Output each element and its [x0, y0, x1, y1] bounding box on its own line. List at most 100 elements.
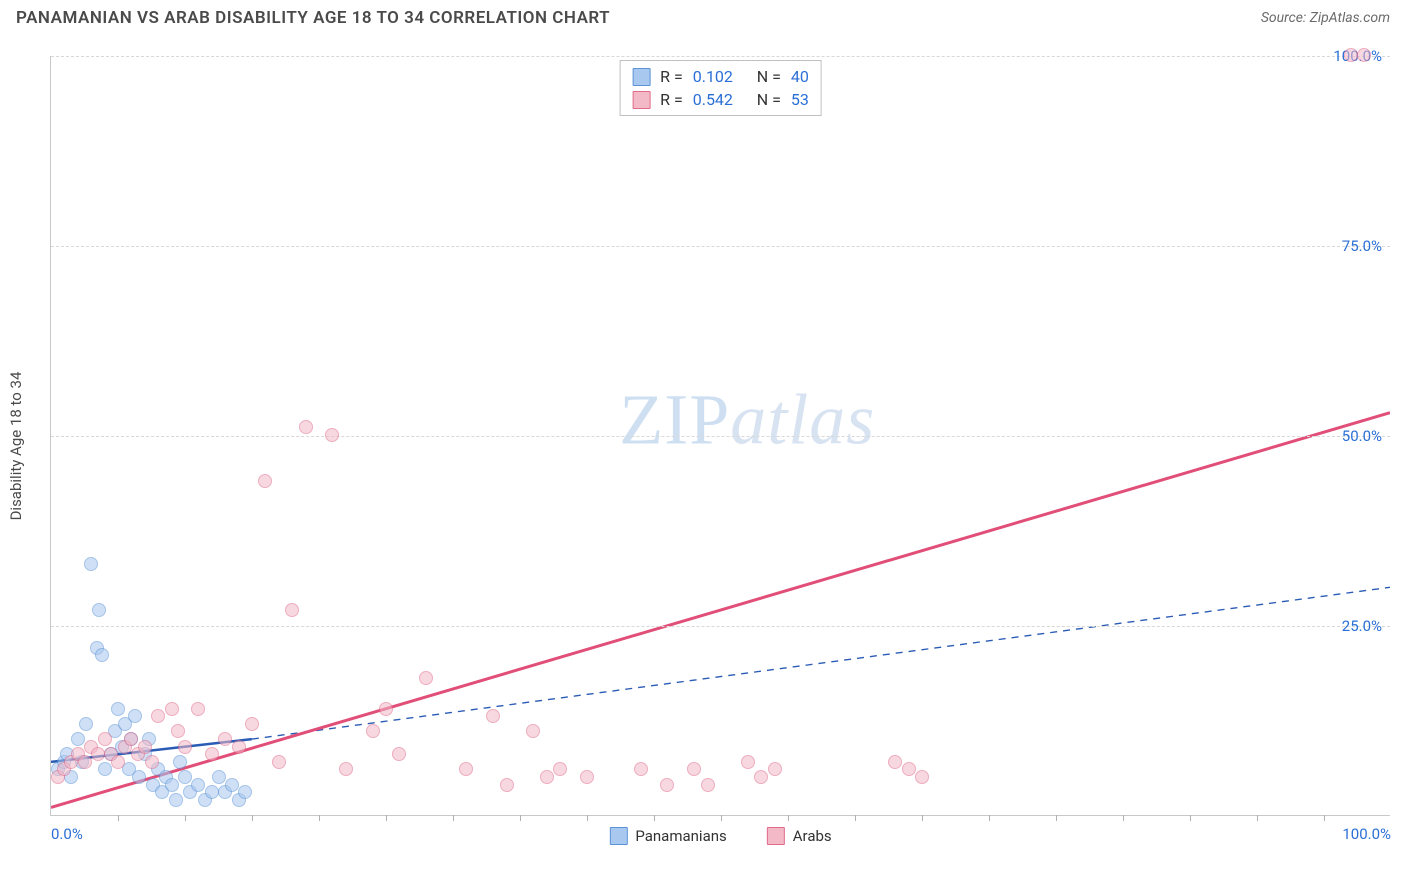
data-point-arabs: [205, 747, 219, 761]
data-point-arabs: [379, 702, 393, 716]
x-tick: [319, 815, 320, 821]
data-point-arabs: [165, 702, 179, 716]
stat-n-value: 53: [791, 90, 809, 109]
data-point-panamanians: [128, 709, 142, 723]
data-point-arabs: [191, 702, 205, 716]
data-point-arabs: [178, 740, 192, 754]
data-point-arabs: [151, 709, 165, 723]
data-point-arabs: [768, 762, 782, 776]
data-point-arabs: [218, 732, 232, 746]
stat-n-label: N =: [757, 90, 781, 109]
data-point-arabs: [78, 755, 92, 769]
data-point-arabs: [272, 755, 286, 769]
x-tick: [922, 815, 923, 821]
x-tick-label: 100.0%: [1342, 825, 1391, 843]
y-tick-label: 50.0%: [1342, 427, 1382, 445]
x-tick: [788, 815, 789, 821]
x-tick: [1123, 815, 1124, 821]
source-attribution: Source: ZipAtlas.com: [1261, 10, 1390, 26]
data-point-panamanians: [169, 793, 183, 807]
gridline: [51, 626, 1390, 627]
x-tick: [520, 815, 521, 821]
data-point-arabs: [124, 732, 138, 746]
data-point-arabs: [171, 724, 185, 738]
data-point-panamanians: [95, 648, 109, 662]
data-point-arabs: [741, 755, 755, 769]
x-tick: [721, 815, 722, 821]
data-point-arabs: [145, 755, 159, 769]
data-point-arabs: [1357, 48, 1371, 62]
data-point-arabs: [98, 732, 112, 746]
gridline: [51, 246, 1390, 247]
data-point-arabs: [299, 420, 313, 434]
data-point-panamanians: [173, 755, 187, 769]
data-point-arabs: [366, 724, 380, 738]
x-tick: [989, 815, 990, 821]
x-tick-label: 0.0%: [51, 825, 83, 843]
chart-header: PANAMANIAN VS ARAB DISABILITY AGE 18 TO …: [0, 0, 1406, 32]
data-point-arabs: [459, 762, 473, 776]
gridline: [51, 436, 1390, 437]
data-point-arabs: [540, 770, 554, 784]
data-point-arabs: [258, 474, 272, 488]
x-tick: [185, 815, 186, 821]
stat-r-value: 0.102: [693, 67, 747, 86]
trendline-arabs: [51, 413, 1390, 808]
data-point-arabs: [687, 762, 701, 776]
data-point-arabs: [754, 770, 768, 784]
legend-item-arabs: Arabs: [767, 827, 832, 845]
data-point-arabs: [138, 740, 152, 754]
data-point-arabs: [660, 778, 674, 792]
data-point-panamanians: [212, 770, 226, 784]
stats-row-arabs: R =0.542N =53: [632, 88, 809, 111]
data-point-arabs: [580, 770, 594, 784]
watermark-atlas: atlas: [730, 380, 875, 460]
watermark: ZIPatlas: [619, 379, 875, 462]
swatch-panamanians: [632, 68, 650, 86]
data-point-arabs: [339, 762, 353, 776]
legend-label: Arabs: [793, 827, 832, 845]
x-tick: [252, 815, 253, 821]
data-point-panamanians: [191, 778, 205, 792]
data-point-arabs: [285, 603, 299, 617]
data-point-arabs: [91, 747, 105, 761]
stat-r-label: R =: [660, 67, 683, 86]
x-tick: [118, 815, 119, 821]
data-point-arabs: [232, 740, 246, 754]
data-point-panamanians: [79, 717, 93, 731]
stat-r-label: R =: [660, 90, 683, 109]
x-tick: [1056, 815, 1057, 821]
data-point-arabs: [915, 770, 929, 784]
x-tick: [587, 815, 588, 821]
data-point-panamanians: [92, 603, 106, 617]
x-tick: [386, 815, 387, 821]
data-point-arabs: [325, 428, 339, 442]
legend-swatch-panamanians: [609, 827, 627, 845]
data-point-arabs: [1344, 48, 1358, 62]
data-point-panamanians: [132, 770, 146, 784]
stats-row-panamanians: R =0.102N =40: [632, 65, 809, 88]
data-point-arabs: [419, 671, 433, 685]
legend-swatch-arabs: [767, 827, 785, 845]
x-tick: [453, 815, 454, 821]
correlation-stats-box: R =0.102N =40R =0.542N =53: [619, 60, 822, 116]
legend: Panamanians Arabs: [609, 827, 831, 845]
x-tick: [1324, 815, 1325, 821]
data-point-arabs: [486, 709, 500, 723]
data-point-arabs: [245, 717, 259, 731]
data-point-panamanians: [98, 762, 112, 776]
x-tick: [1257, 815, 1258, 821]
data-point-panamanians: [165, 778, 179, 792]
x-tick: [1190, 815, 1191, 821]
y-tick-label: 25.0%: [1342, 617, 1382, 635]
chart-title: PANAMANIAN VS ARAB DISABILITY AGE 18 TO …: [16, 8, 610, 28]
data-point-panamanians: [111, 702, 125, 716]
data-point-arabs: [701, 778, 715, 792]
data-point-arabs: [500, 778, 514, 792]
legend-label: Panamanians: [635, 827, 726, 845]
scatter-chart: ZIPatlas R =0.102N =40R =0.542N =53 Pana…: [50, 56, 1390, 816]
data-point-panamanians: [225, 778, 239, 792]
data-point-arabs: [634, 762, 648, 776]
data-point-panamanians: [205, 785, 219, 799]
data-point-arabs: [392, 747, 406, 761]
